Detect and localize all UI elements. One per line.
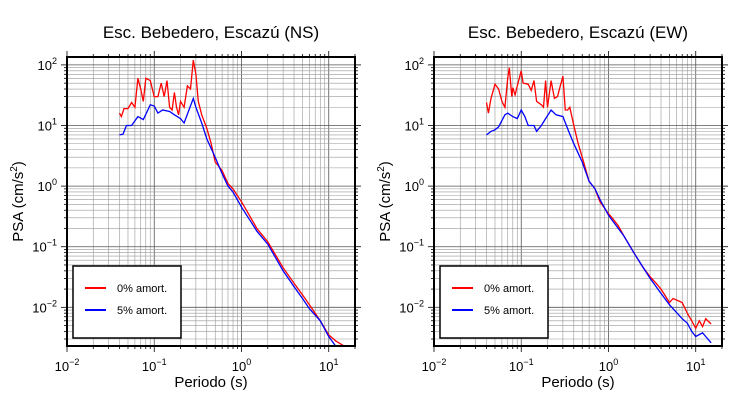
tick-base: 10	[405, 58, 419, 73]
y-tick-label: 10−1	[32, 238, 57, 255]
x-tick-label: 101	[686, 357, 705, 374]
tick-base: 10	[55, 359, 69, 374]
grid	[61, 51, 361, 352]
legend-label: 0% amort.	[117, 283, 167, 295]
tick-base: 10	[142, 359, 156, 374]
x-tick-label: 10−1	[509, 357, 534, 374]
series-line-5pct	[486, 108, 712, 344]
tick-base: 10	[599, 359, 613, 374]
y-tick-label: 102	[38, 56, 57, 73]
x-axis-label: Periodo (s)	[541, 374, 614, 391]
y-axis-label: PSA (cm/s2)	[376, 161, 394, 242]
tick-base: 10	[38, 58, 52, 73]
tick-base: 10	[32, 240, 46, 255]
tick-exponent: 1	[52, 117, 57, 127]
tick-exponent: −2	[69, 357, 79, 367]
legend-box	[72, 265, 182, 339]
x-tick-label: 100	[232, 357, 251, 374]
y-tick-label: 100	[405, 177, 424, 194]
tick-exponent: 0	[613, 357, 618, 367]
legend-label: 5% amort.	[484, 305, 534, 317]
legend-box	[439, 265, 549, 339]
tick-exponent: 2	[419, 56, 424, 66]
tick-base: 10	[405, 179, 419, 194]
tick-base: 10	[399, 240, 413, 255]
tick-base: 10	[405, 119, 419, 134]
legend: 0% amort. 5% amort.	[72, 265, 182, 339]
tick-exponent: 1	[700, 357, 705, 367]
plot-frame	[66, 56, 356, 347]
x-tick-label: 10−2	[55, 357, 80, 374]
tick-base: 10	[509, 359, 523, 374]
tick-base: 10	[32, 300, 46, 315]
y-label-sup: 2	[376, 166, 387, 172]
tick-base: 10	[422, 359, 436, 374]
tick-exponent: −1	[47, 238, 57, 248]
y-label-sup: 2	[9, 166, 20, 172]
y-label-main: PSA (cm/s	[377, 172, 394, 242]
tick-exponent: 0	[246, 357, 251, 367]
y-label-end: )	[10, 161, 27, 166]
tick-exponent: −1	[414, 238, 424, 248]
y-tick-label: 101	[405, 117, 424, 134]
series-line-0pct	[118, 59, 345, 346]
y-label-main: PSA (cm/s	[10, 172, 27, 242]
tick-exponent: −2	[436, 357, 446, 367]
plot-frame	[433, 56, 723, 347]
y-tick-label: 100	[38, 177, 57, 194]
tick-exponent: 2	[52, 56, 57, 66]
tick-exponent: 0	[419, 177, 424, 187]
y-tick-label: 101	[38, 117, 57, 134]
y-tick-label: 10−2	[32, 298, 57, 315]
tick-exponent: 0	[52, 177, 57, 187]
legend-label: 5% amort.	[117, 305, 167, 317]
chart-title: Esc. Bebedero, Escazú (NS)	[103, 23, 319, 42]
tick-base: 10	[38, 179, 52, 194]
series-line-0pct	[485, 67, 712, 330]
tick-base: 10	[38, 119, 52, 134]
tick-exponent: −2	[414, 298, 424, 308]
y-tick-label: 10−2	[399, 298, 424, 315]
legend-label: 0% amort.	[484, 283, 534, 295]
tick-exponent: −1	[156, 357, 166, 367]
y-label-end: )	[377, 161, 394, 166]
x-tick-label: 10−1	[142, 357, 167, 374]
y-tick-label: 102	[405, 56, 424, 73]
tick-exponent: 1	[419, 117, 424, 127]
tick-base: 10	[319, 359, 333, 374]
legend: 0% amort. 5% amort.	[439, 265, 549, 339]
tick-base: 10	[232, 359, 246, 374]
chart-title: Esc. Bebedero, Escazú (EW)	[468, 23, 688, 42]
tick-exponent: −1	[523, 357, 533, 367]
x-tick-label: 10−2	[422, 357, 447, 374]
tick-exponent: 1	[333, 357, 338, 367]
x-axis-label: Periodo (s)	[174, 374, 247, 391]
tick-exponent: −2	[47, 298, 57, 308]
x-tick-label: 101	[319, 357, 338, 374]
tick-base: 10	[686, 359, 700, 374]
series-line-5pct	[119, 96, 337, 346]
x-tick-label: 100	[599, 357, 618, 374]
y-tick-label: 10−1	[399, 238, 424, 255]
y-axis-label: PSA (cm/s2)	[9, 161, 27, 242]
tick-base: 10	[399, 300, 413, 315]
